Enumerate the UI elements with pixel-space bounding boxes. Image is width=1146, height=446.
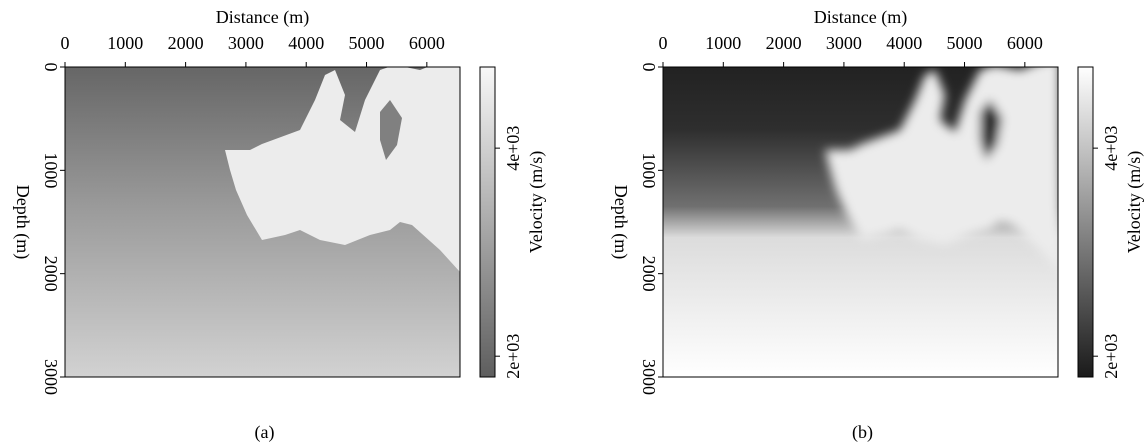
y-tick-label: 0: [41, 63, 61, 72]
y-axis-title: Depth (m): [12, 185, 33, 259]
colorbar-tick-label: 4e+03: [1101, 126, 1121, 171]
caption: (b): [852, 422, 873, 443]
colorbar: [1077, 66, 1094, 378]
x-axis-title: Distance (m): [216, 7, 309, 28]
y-tick-label: 3000: [639, 359, 659, 395]
y-tick-label: 3000: [41, 359, 61, 395]
y-axis-title: Depth (m): [610, 185, 631, 259]
x-tick-label: 3000: [228, 33, 264, 53]
plot-frame: [662, 66, 1059, 378]
x-axis-title: Distance (m): [814, 7, 907, 28]
colorbar-tick-label: 4e+03: [503, 126, 523, 171]
x-tick-label: 6000: [1007, 33, 1043, 53]
x-tick-label: 1000: [705, 33, 741, 53]
colorbar-tick-label: 2e+03: [503, 334, 523, 379]
y-tick-label: 2000: [639, 256, 659, 292]
x-tick-label: 0: [61, 33, 70, 53]
caption: (a): [255, 422, 275, 443]
colorbar: [479, 66, 496, 378]
x-tick-label: 0: [659, 33, 668, 53]
y-tick-label: 1000: [41, 152, 61, 188]
plot-frame: [64, 66, 461, 378]
velocity-image: [663, 67, 1058, 377]
x-tick-label: 4000: [288, 33, 324, 53]
x-tick-label: 1000: [107, 33, 143, 53]
colorbar-title: Velocity (m/s): [1124, 151, 1145, 253]
x-tick-label: 4000: [886, 33, 922, 53]
y-tick-label: 1000: [639, 152, 659, 188]
colorbar-tick-label: 2e+03: [1101, 334, 1121, 379]
y-tick-label: 2000: [41, 256, 61, 292]
y-tick-label: 0: [639, 63, 659, 72]
x-tick-label: 3000: [826, 33, 862, 53]
x-tick-label: 5000: [947, 33, 983, 53]
x-tick-label: 5000: [349, 33, 385, 53]
x-tick-label: 6000: [409, 33, 445, 53]
x-tick-label: 2000: [168, 33, 204, 53]
x-tick-label: 2000: [766, 33, 802, 53]
colorbar-title: Velocity (m/s): [526, 151, 547, 253]
velocity-image: [65, 67, 460, 377]
